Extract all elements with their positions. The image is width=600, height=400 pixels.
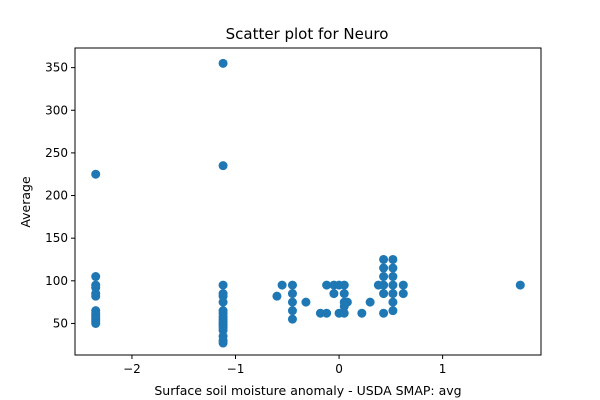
x-tick-label: −2 [123,362,141,376]
data-point [218,161,228,171]
data-point [388,306,398,316]
y-axis-ticks: 50 100 150 200 250 300 350 [45,61,75,330]
data-point [339,289,349,299]
data-point [218,280,228,290]
y-tick-label: 200 [45,189,68,203]
data-point [272,291,282,301]
data-point [388,263,398,273]
y-tick-label: 350 [45,61,68,75]
data-point [365,297,375,307]
data-point [277,280,287,290]
data-point [287,297,297,307]
data-point [91,291,101,301]
data-point [379,280,389,290]
data-point [379,254,389,264]
y-tick-label: 300 [45,103,68,117]
x-axis-label: Surface soil moisture anomaly - USDA SMA… [154,383,461,398]
x-axis-ticks: −2 −1 0 1 [123,355,446,376]
data-point [388,280,398,290]
data-point [322,308,332,318]
data-point [339,280,349,290]
data-point [91,169,101,179]
data-point [379,289,389,299]
data-point [379,272,389,282]
data-point [515,280,525,290]
y-tick-label: 50 [53,316,68,330]
data-points [91,58,525,348]
data-point [287,280,297,290]
data-point [287,306,297,316]
x-tick-label: −1 [227,362,245,376]
data-point [388,289,398,299]
data-point [287,314,297,324]
y-axis-label: Average [18,176,33,228]
data-point [91,272,101,282]
data-point [218,338,228,348]
chart-title: Scatter plot for Neuro [226,25,389,43]
data-point [398,289,408,299]
data-point [398,280,408,290]
data-point [379,308,389,318]
data-point [339,308,349,318]
data-point [379,263,389,273]
y-tick-label: 100 [45,274,68,288]
data-point [315,308,325,318]
data-point [388,297,398,307]
y-tick-label: 250 [45,146,68,160]
data-point [342,297,352,307]
x-tick-label: 1 [439,362,447,376]
data-point [301,297,311,307]
data-point [287,289,297,299]
plot-frame [74,47,542,356]
data-point [218,297,228,307]
data-point [329,289,339,299]
data-point [218,58,228,68]
y-tick-label: 150 [45,231,68,245]
data-point [357,308,367,318]
data-point [91,318,101,328]
data-point [388,254,398,264]
x-tick-label: 0 [335,362,343,376]
data-point [388,272,398,282]
data-point [322,280,332,290]
